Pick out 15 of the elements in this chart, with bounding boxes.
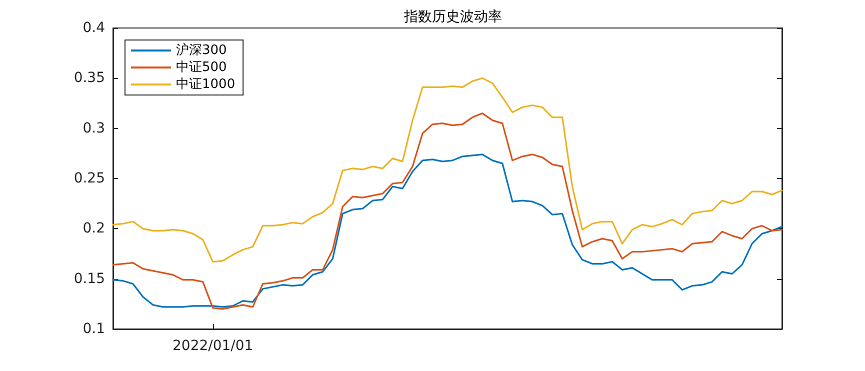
y-tick-label: 0.15 bbox=[74, 270, 105, 287]
y-tick-label: 0.35 bbox=[74, 70, 105, 86]
y-tick-label: 0.1 bbox=[82, 321, 105, 337]
y-tick-label: 0.4 bbox=[82, 20, 106, 36]
y-tick-label: 0.2 bbox=[82, 220, 105, 237]
line-series bbox=[112, 77, 783, 263]
legend-label: 中证500 bbox=[176, 60, 227, 75]
y-tick-label: 0.3 bbox=[82, 120, 105, 136]
line-series bbox=[112, 112, 783, 310]
x-tick-label: 2022/01/01 bbox=[172, 338, 254, 354]
line-series bbox=[112, 154, 783, 308]
legend-label: 沪深300 bbox=[176, 42, 227, 58]
y-tick-label: 0.25 bbox=[74, 170, 105, 186]
legend-label: 中证1000 bbox=[176, 77, 236, 92]
chart-title: 指数历史波动率 bbox=[403, 9, 502, 25]
